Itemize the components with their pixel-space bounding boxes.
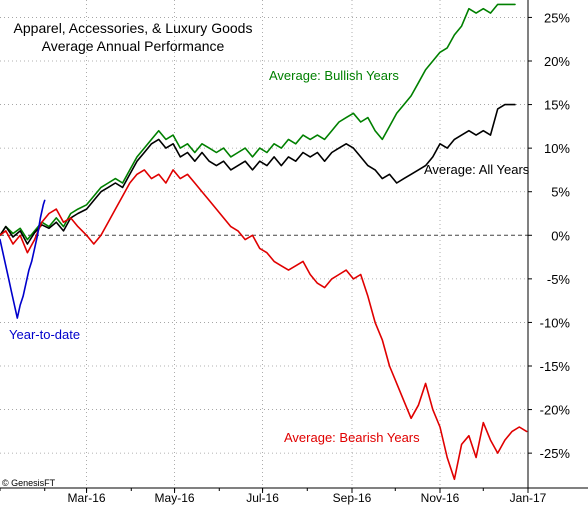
y-tick-label: -10%	[540, 315, 571, 330]
series-line-1	[0, 103, 516, 245]
x-tick-label: Jul-16	[246, 491, 279, 505]
plot-area	[0, 0, 528, 488]
y-tick-label: -25%	[540, 446, 571, 461]
x-tick-label: Sep-16	[333, 491, 372, 505]
annotation-bullish: Average: Bullish Years	[269, 68, 399, 83]
x-tick-label: May-16	[155, 491, 195, 505]
series-line-3	[0, 199, 46, 319]
annotation-bearish: Average: Bearish Years	[284, 430, 420, 445]
series-line-0	[0, 3, 516, 241]
y-tick-label: 5%	[551, 185, 570, 200]
annotation-ytd: Year-to-date	[9, 327, 80, 342]
y-tick-label: 10%	[544, 141, 570, 156]
y-tick-label: 0%	[551, 228, 570, 243]
x-tick-label: Nov-16	[421, 491, 460, 505]
annotation-all-years: Average: All Years	[424, 162, 530, 177]
y-tick-label: -20%	[540, 403, 571, 418]
y-tick-label: -15%	[540, 359, 571, 374]
x-tick-label: Jan-17	[510, 491, 547, 505]
y-tick-label: 15%	[544, 98, 570, 113]
credit: © GenesisFT	[2, 478, 56, 488]
chart-subtitle: Average Annual Performance	[42, 38, 225, 54]
y-tick-label: 25%	[544, 10, 570, 25]
x-tick-label: Mar-16	[68, 491, 106, 505]
series-line-2	[0, 169, 528, 481]
y-tick-label: -5%	[547, 272, 571, 287]
chart-title: Apparel, Accessories, & Luxury Goods	[14, 20, 253, 36]
series-layer	[0, 3, 528, 481]
y-tick-labels: 25% 20% 15% 10% 5% 0% -5% -10% -15% -20% -25%	[528, 10, 570, 461]
x-tick-labels: Mar-16 May-16 Jul-16 Sep-16 Nov-16 Jan-17	[0, 488, 547, 505]
y-tick-label: 20%	[544, 54, 570, 69]
